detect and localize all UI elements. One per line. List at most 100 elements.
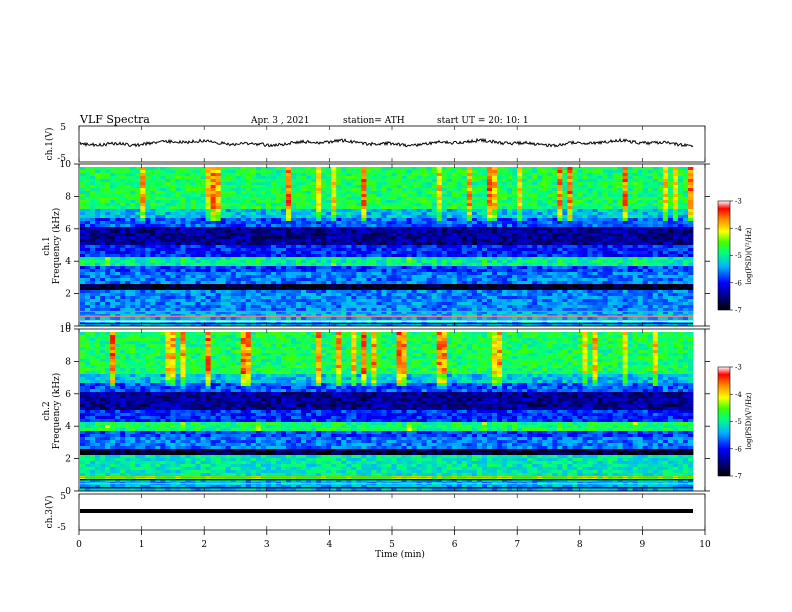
spectrogram-cell xyxy=(175,278,181,282)
spectrogram-cell xyxy=(436,194,443,198)
spectrogram-cell xyxy=(461,179,468,183)
spectrogram-cell xyxy=(436,251,443,255)
spectrogram-cell xyxy=(110,242,116,246)
spectrogram-cell xyxy=(502,236,508,240)
spectrogram-cell xyxy=(406,302,413,306)
spectrogram-cell xyxy=(507,275,513,279)
spectrogram-cell xyxy=(110,245,116,249)
spectrogram-cell xyxy=(391,221,397,225)
spectrogram-cell xyxy=(471,179,478,183)
spectrogram-cell xyxy=(150,311,156,315)
spectrogram-cell xyxy=(225,266,232,270)
spectrogram-cell xyxy=(170,173,176,177)
spectrogram-cell xyxy=(416,281,423,285)
spectrogram-cell xyxy=(512,323,518,327)
spectrogram-cell xyxy=(275,290,282,294)
spectrogram-cell xyxy=(195,191,201,195)
spectrogram-cell xyxy=(466,215,473,219)
spectrogram-cell xyxy=(230,176,237,180)
spectrogram-cell xyxy=(275,230,282,234)
spectrogram-cell xyxy=(376,182,382,186)
spectrogram-cell xyxy=(165,239,171,243)
spectrogram-cell xyxy=(366,206,372,210)
spectrogram-cell xyxy=(381,245,387,249)
spectrogram-cell xyxy=(220,323,227,327)
spectrogram-cell xyxy=(441,323,448,327)
spectrogram-cell xyxy=(240,194,247,198)
spectrogram-cell xyxy=(401,230,407,234)
spectrogram-cell xyxy=(532,311,538,315)
spectrogram-cell xyxy=(421,323,428,327)
spectrogram-cell xyxy=(361,215,367,219)
spectrogram-cell xyxy=(371,227,377,231)
spectrogram-cell xyxy=(125,293,131,297)
spectrogram-cell xyxy=(200,311,207,315)
spectrogram-cell xyxy=(155,197,161,201)
spectrogram-cell xyxy=(441,230,448,234)
spectrogram-cell xyxy=(321,233,327,237)
spectrogram-cell xyxy=(517,266,523,270)
spectrogram-cell xyxy=(180,203,186,207)
spectrogram-cell xyxy=(502,305,508,309)
spectrogram-cell xyxy=(426,182,433,186)
spectrogram-cell xyxy=(441,203,448,207)
spectrogram-cell xyxy=(446,227,453,231)
spectrogram-cell xyxy=(361,179,367,183)
spectrogram-cell xyxy=(391,206,397,210)
spectrogram-cell xyxy=(341,188,347,192)
spectrogram-cell xyxy=(306,233,312,237)
spectrogram-cell xyxy=(275,233,282,237)
spectrogram-cell xyxy=(110,197,116,201)
spectrogram-cell xyxy=(416,185,423,189)
spectrogram-cell xyxy=(492,215,498,219)
spectrogram-cell xyxy=(286,188,292,192)
spectrogram-cell xyxy=(140,179,146,183)
spectrogram-cell xyxy=(155,179,161,183)
spectrogram-cell xyxy=(502,179,508,183)
spectrogram-cell xyxy=(100,269,106,273)
spectrogram-cell xyxy=(180,245,186,249)
spectrogram-cell xyxy=(145,197,151,201)
spectrogram-cell xyxy=(356,173,362,177)
spectrogram-cell xyxy=(476,176,483,180)
spectrogram-cell xyxy=(291,233,297,237)
spectrogram-cell xyxy=(542,239,548,243)
spectrogram-cell xyxy=(286,269,292,273)
spectrogram-cell xyxy=(431,281,438,285)
spectrogram-cell xyxy=(346,179,352,183)
spectrogram-cell xyxy=(386,242,392,246)
spectrogram-cell xyxy=(95,275,101,279)
spectrogram-cell xyxy=(451,209,458,213)
spectrogram-cell xyxy=(446,197,453,201)
spectrogram-cell xyxy=(471,305,478,309)
spectrogram-cell xyxy=(240,260,247,264)
spectrogram-cell xyxy=(311,278,317,282)
spectrogram-cell xyxy=(441,170,448,174)
spectrogram-cell xyxy=(280,200,287,204)
spectrogram-cell xyxy=(416,302,423,306)
spectrogram-cell xyxy=(532,290,538,294)
spectrogram-cell xyxy=(446,317,453,321)
spectrogram-cell xyxy=(301,167,307,171)
spectrogram-cell xyxy=(235,317,242,321)
spectrogram-cell xyxy=(381,191,387,195)
spectrogram-cell xyxy=(431,263,438,267)
spectrogram-cell xyxy=(386,266,392,270)
spectrogram-cell xyxy=(456,167,463,171)
spectrogram-cell xyxy=(416,173,423,177)
spectrogram-cell xyxy=(306,224,312,228)
spectrogram-cell xyxy=(431,233,438,237)
spectrogram-cell xyxy=(140,215,146,219)
spectrogram-cell xyxy=(326,302,332,306)
spectrogram-cell xyxy=(165,182,171,186)
spectrogram-cell xyxy=(517,263,523,267)
spectrogram-cell xyxy=(451,287,458,291)
spectrogram-cell xyxy=(461,299,468,303)
spectrogram-cell xyxy=(547,173,553,177)
spectrogram-cell xyxy=(316,167,322,171)
figure-title: VLF Spectra xyxy=(79,113,150,126)
spectrogram-cell xyxy=(381,200,387,204)
spectrogram-cell xyxy=(145,221,151,225)
spectrogram-cell xyxy=(492,185,498,189)
spectrogram-cell xyxy=(527,305,533,309)
